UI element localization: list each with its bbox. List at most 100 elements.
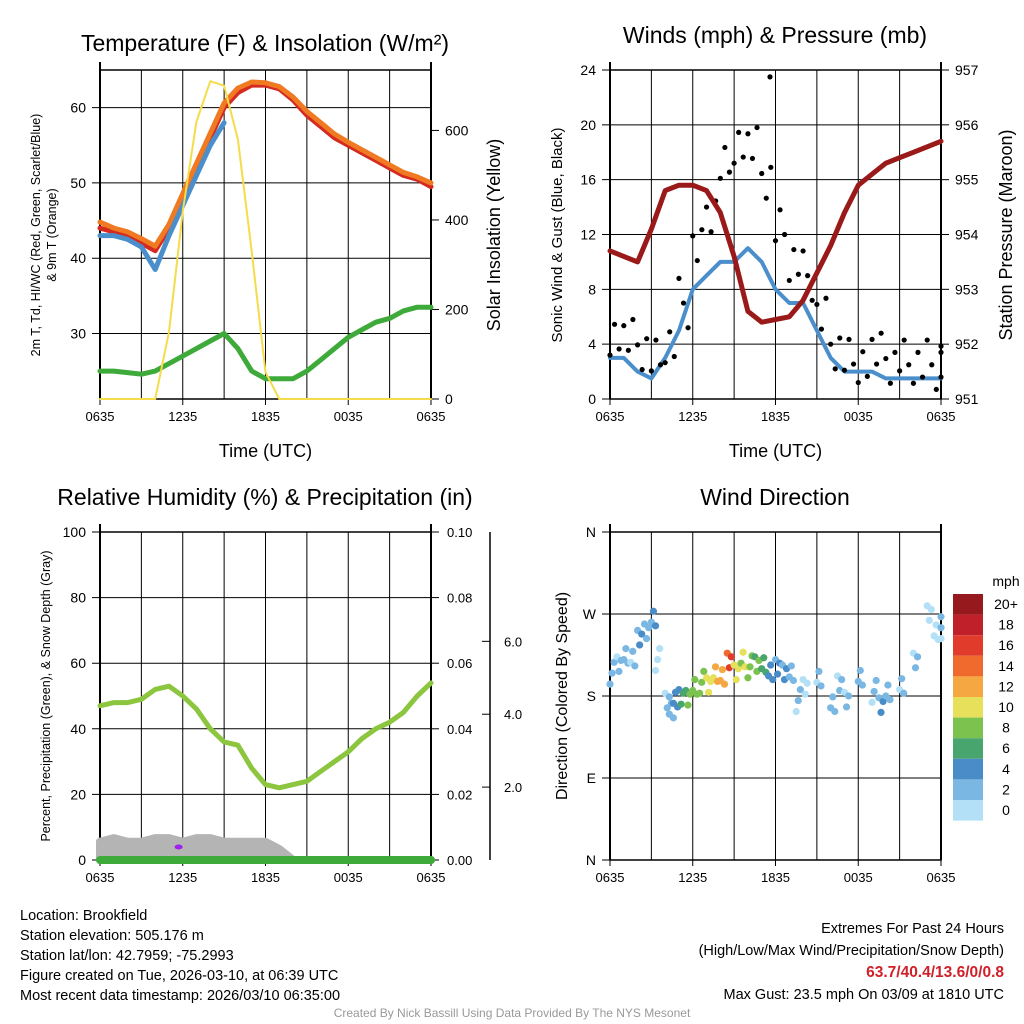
x-tick-label: 1835 (251, 409, 280, 424)
direction-point (622, 645, 630, 653)
y2-tick-label: 0.08 (447, 591, 472, 606)
gust-point (919, 374, 926, 380)
gust-point (763, 195, 769, 201)
direction-point (884, 681, 892, 689)
direction-point (698, 678, 706, 686)
direction-point (700, 667, 708, 676)
gust-point (837, 335, 843, 341)
direction-point (868, 698, 876, 706)
x-tick-label: 0035 (844, 870, 873, 885)
direction-point (773, 670, 782, 678)
direction-point (829, 693, 837, 701)
direction-point (838, 676, 846, 684)
y2-tick-label: 0.00 (447, 853, 472, 868)
y2-tick-label: 200 (445, 301, 469, 317)
gust-point (878, 330, 884, 336)
direction-point (937, 635, 945, 643)
y-tick-label: 8 (588, 281, 596, 297)
direction-point (677, 700, 685, 708)
direction-point (608, 669, 616, 677)
legend-label: 14 (998, 658, 1014, 674)
gust-point (671, 353, 677, 360)
direction-point (787, 662, 795, 670)
direction-point (610, 658, 618, 666)
extremes-title: Extremes For Past 24 Hours (821, 921, 1004, 937)
y-tick-label: 4 (588, 336, 596, 352)
direction-point (732, 676, 740, 684)
direction-point (718, 665, 727, 674)
gust-point (841, 367, 848, 373)
y-tick-label: 30 (70, 326, 86, 342)
y3-tick-label: 2.0 (504, 780, 522, 795)
gust-point (777, 207, 783, 213)
gust-point (745, 131, 751, 137)
gust-point (685, 325, 691, 331)
direction-point (844, 692, 853, 700)
legend-title: mph (992, 573, 1019, 589)
legend-swatch (953, 779, 983, 800)
gust-point (938, 343, 944, 349)
y2-tick-label: 0.06 (447, 656, 472, 671)
direction-point (900, 689, 908, 697)
legend-label: 4 (1002, 761, 1010, 777)
x-tick-label: 0635 (86, 870, 115, 885)
direction-point (842, 703, 851, 711)
gust-point (653, 337, 659, 343)
y-tick-label: 60 (70, 655, 86, 671)
direction-point (636, 641, 644, 649)
direction-point (642, 635, 651, 643)
direction-point (877, 708, 885, 717)
x-tick-label: 0635 (596, 409, 625, 424)
legend-label: 10 (998, 699, 1014, 715)
x-tick-label: 0635 (417, 409, 446, 424)
direction-point (831, 707, 839, 716)
direction-point (691, 676, 699, 684)
gust-point (648, 368, 654, 374)
y-tick-label: 80 (70, 590, 86, 606)
legend-label: 12 (998, 678, 1014, 694)
direction-point (794, 696, 802, 705)
y-tick-label: 16 (580, 172, 596, 188)
y-axis-label: & 9m T (Orange) (45, 188, 59, 281)
direction-point (927, 605, 935, 614)
gust-point (855, 379, 861, 386)
y-tick-label: 0 (78, 852, 86, 868)
y2-tick-label: 400 (445, 212, 469, 228)
y2-tick-label: 956 (955, 117, 979, 133)
y-tick-label: 100 (63, 524, 87, 540)
x-tick-label: 0635 (927, 409, 956, 424)
x-tick-label: 0635 (417, 870, 446, 885)
gust-point (814, 301, 820, 308)
direction-point (656, 645, 664, 653)
direction-point (911, 664, 920, 672)
gust-point (869, 336, 875, 342)
gust-point (897, 368, 903, 374)
direction-point (792, 707, 800, 716)
direction-point (638, 630, 646, 638)
legend-swatch (953, 676, 983, 697)
direction-point (606, 680, 614, 688)
gust-point (667, 329, 673, 335)
created-time: Figure created on Tue, 2026-03-10, at 06… (20, 968, 339, 984)
legend-label: 16 (998, 637, 1014, 653)
max-gust: Max Gust: 23.5 mph On 03/09 at 1810 UTC (723, 987, 1004, 1003)
y-tick-label: W (583, 606, 597, 622)
gust-point (809, 297, 815, 303)
y-tick-label: 20 (70, 786, 86, 802)
direction-point (696, 689, 704, 697)
recent-timestamp: Most recent data timestamp: 2026/03/10 0… (20, 988, 341, 1004)
y-tick-label: 12 (580, 227, 596, 243)
y2-axis-label: Solar Insolation (Yellow) (484, 139, 504, 331)
gust-point (791, 246, 797, 253)
x-tick-label: 1235 (168, 409, 197, 424)
gust-point (759, 170, 765, 177)
gust-point (892, 349, 898, 355)
series-hi-wc (97, 120, 227, 272)
y-tick-label: 40 (70, 721, 86, 737)
direction-point (746, 663, 754, 671)
series-9m-t (97, 79, 434, 249)
legend-swatch (953, 697, 983, 718)
gust-point (662, 360, 668, 366)
legend-swatch (953, 717, 983, 739)
